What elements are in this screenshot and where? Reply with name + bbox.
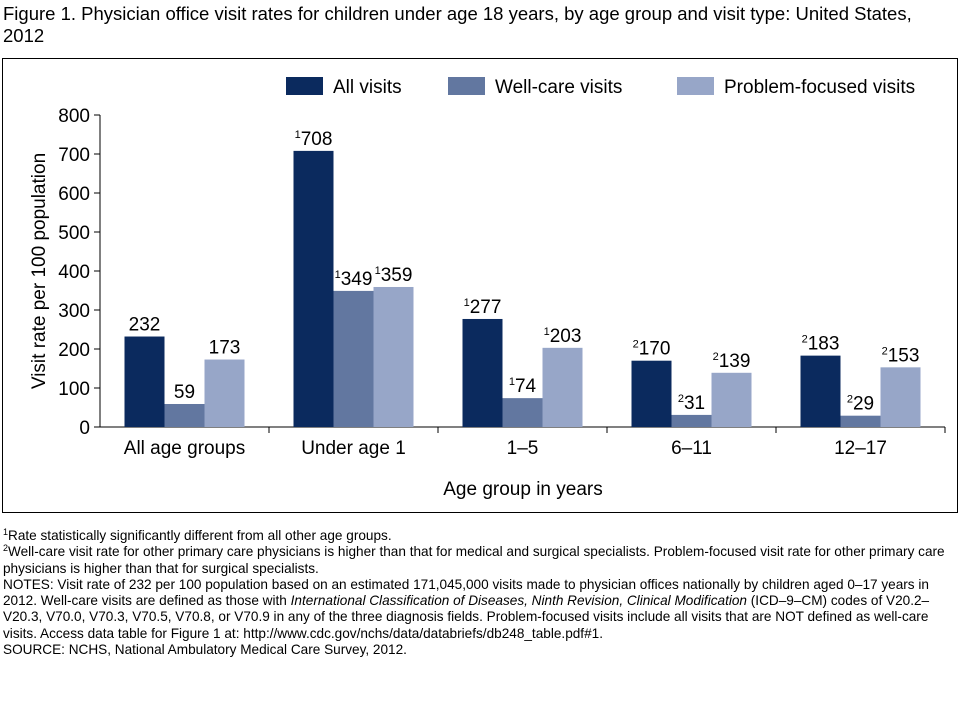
legend-label: All visits <box>333 77 402 98</box>
value-label: 59 <box>174 382 195 403</box>
value-label-note: 2 <box>847 394 853 406</box>
notes-text: NOTES: Visit rate of 232 per 100 populat… <box>3 576 929 609</box>
x-tick-label: Under age 1 <box>301 438 406 459</box>
legend-swatch <box>286 77 323 95</box>
source: SOURCE: NCHS, National Ambulatory Medica… <box>3 642 407 658</box>
bar <box>631 360 672 427</box>
bar <box>840 415 881 427</box>
value-label-note: 1 <box>509 376 515 388</box>
y-tick-label: 400 <box>58 262 90 283</box>
value-label-number: 183 <box>808 334 840 355</box>
value-label-note: 2 <box>713 351 719 363</box>
chart: Visit rate per 100 population Age group … <box>2 58 958 513</box>
value-label-number: 359 <box>381 265 413 286</box>
value-label-number: 139 <box>719 351 751 372</box>
value-label-number: 29 <box>853 394 874 415</box>
notes-text: (ICD–9–CM) codes of V20.2–V20.3, V70.0, … <box>3 593 930 641</box>
y-tick-label: 500 <box>58 223 90 244</box>
bar <box>462 318 503 427</box>
legend-label: Problem-focused visits <box>724 77 915 98</box>
chart-title: Figure 1. Physician office visit rates f… <box>3 3 912 46</box>
value-label-note: 2 <box>882 345 888 357</box>
x-tick-label: All age groups <box>124 438 245 459</box>
value-label: 1203 <box>544 326 582 347</box>
value-label: 1349 <box>335 269 373 290</box>
bar <box>502 398 543 427</box>
value-label-number: 277 <box>470 297 502 318</box>
y-tick-label: 800 <box>58 106 90 127</box>
value-label: 2139 <box>713 351 751 372</box>
value-label: 173 <box>209 338 241 359</box>
value-label-note: 1 <box>464 297 470 309</box>
value-label-number: 173 <box>209 338 241 359</box>
value-label-number: 59 <box>174 382 195 403</box>
value-label: 2170 <box>633 339 671 360</box>
bar <box>880 367 921 427</box>
value-label: 231 <box>678 393 705 414</box>
y-tick-label: 0 <box>79 418 90 439</box>
bar <box>542 347 583 427</box>
notes-text: International Classification of Diseases… <box>290 593 747 609</box>
value-label: 2153 <box>882 345 920 366</box>
value-label-note: 1 <box>295 129 301 141</box>
footnote-text: Well-care visit rate for other primary c… <box>3 544 945 576</box>
value-label: 229 <box>847 394 874 415</box>
bar <box>671 414 712 427</box>
bar <box>373 286 414 427</box>
value-label: 174 <box>509 376 537 397</box>
value-label: 1359 <box>375 265 413 286</box>
x-axis-title: Age group in years <box>443 479 603 500</box>
value-label-note: 1 <box>544 326 550 338</box>
value-label-note: 2 <box>633 339 639 351</box>
y-tick-label: 200 <box>58 340 90 361</box>
bar <box>293 150 334 427</box>
x-tick-label: 1–5 <box>507 438 539 459</box>
bar <box>204 359 245 427</box>
footnote-mark: 2 <box>3 543 9 554</box>
footnote-text: Rate statistically significantly differe… <box>8 528 392 543</box>
legend-swatch <box>677 77 714 95</box>
value-label: 1708 <box>295 129 333 150</box>
value-label: 232 <box>129 315 161 336</box>
value-label-number: 153 <box>888 345 920 366</box>
value-label-number: 349 <box>341 269 373 290</box>
bar <box>711 372 752 427</box>
legend-swatch <box>448 77 485 95</box>
bar <box>333 290 374 427</box>
value-label-number: 203 <box>550 326 582 347</box>
value-label-number: 170 <box>639 339 671 360</box>
value-label-note: 2 <box>802 334 808 346</box>
bar <box>800 355 841 427</box>
y-tick-label: 600 <box>58 184 90 205</box>
y-tick-label: 700 <box>58 145 90 166</box>
footnote: 1Rate statistically significantly differ… <box>3 528 958 544</box>
y-tick-label: 100 <box>58 379 90 400</box>
y-tick-label: 300 <box>58 301 90 322</box>
value-label: 2183 <box>802 334 840 355</box>
x-tick-label: 12–17 <box>834 438 887 459</box>
chart-frame <box>2 58 958 513</box>
value-label-number: 232 <box>129 315 161 336</box>
x-tick-label: 6–11 <box>671 438 712 459</box>
value-label-number: 708 <box>301 129 333 150</box>
footnote-mark: 1 <box>3 527 9 537</box>
footnote: 2Well-care visit rate for other primary … <box>3 544 958 577</box>
value-label-note: 1 <box>335 269 341 281</box>
value-label-number: 74 <box>515 376 537 397</box>
notes: NOTES: Visit rate of 232 per 100 populat… <box>3 577 958 642</box>
value-label-number: 31 <box>684 393 705 414</box>
bar <box>124 336 165 427</box>
legend-label: Well-care visits <box>495 77 622 98</box>
value-label: 1277 <box>464 297 502 318</box>
value-label-note: 2 <box>678 393 684 405</box>
value-label-note: 1 <box>375 265 381 277</box>
bar <box>164 403 205 427</box>
footnotes: 1Rate statistically significantly differ… <box>3 528 958 658</box>
y-axis-title: Visit rate per 100 population <box>29 153 50 389</box>
